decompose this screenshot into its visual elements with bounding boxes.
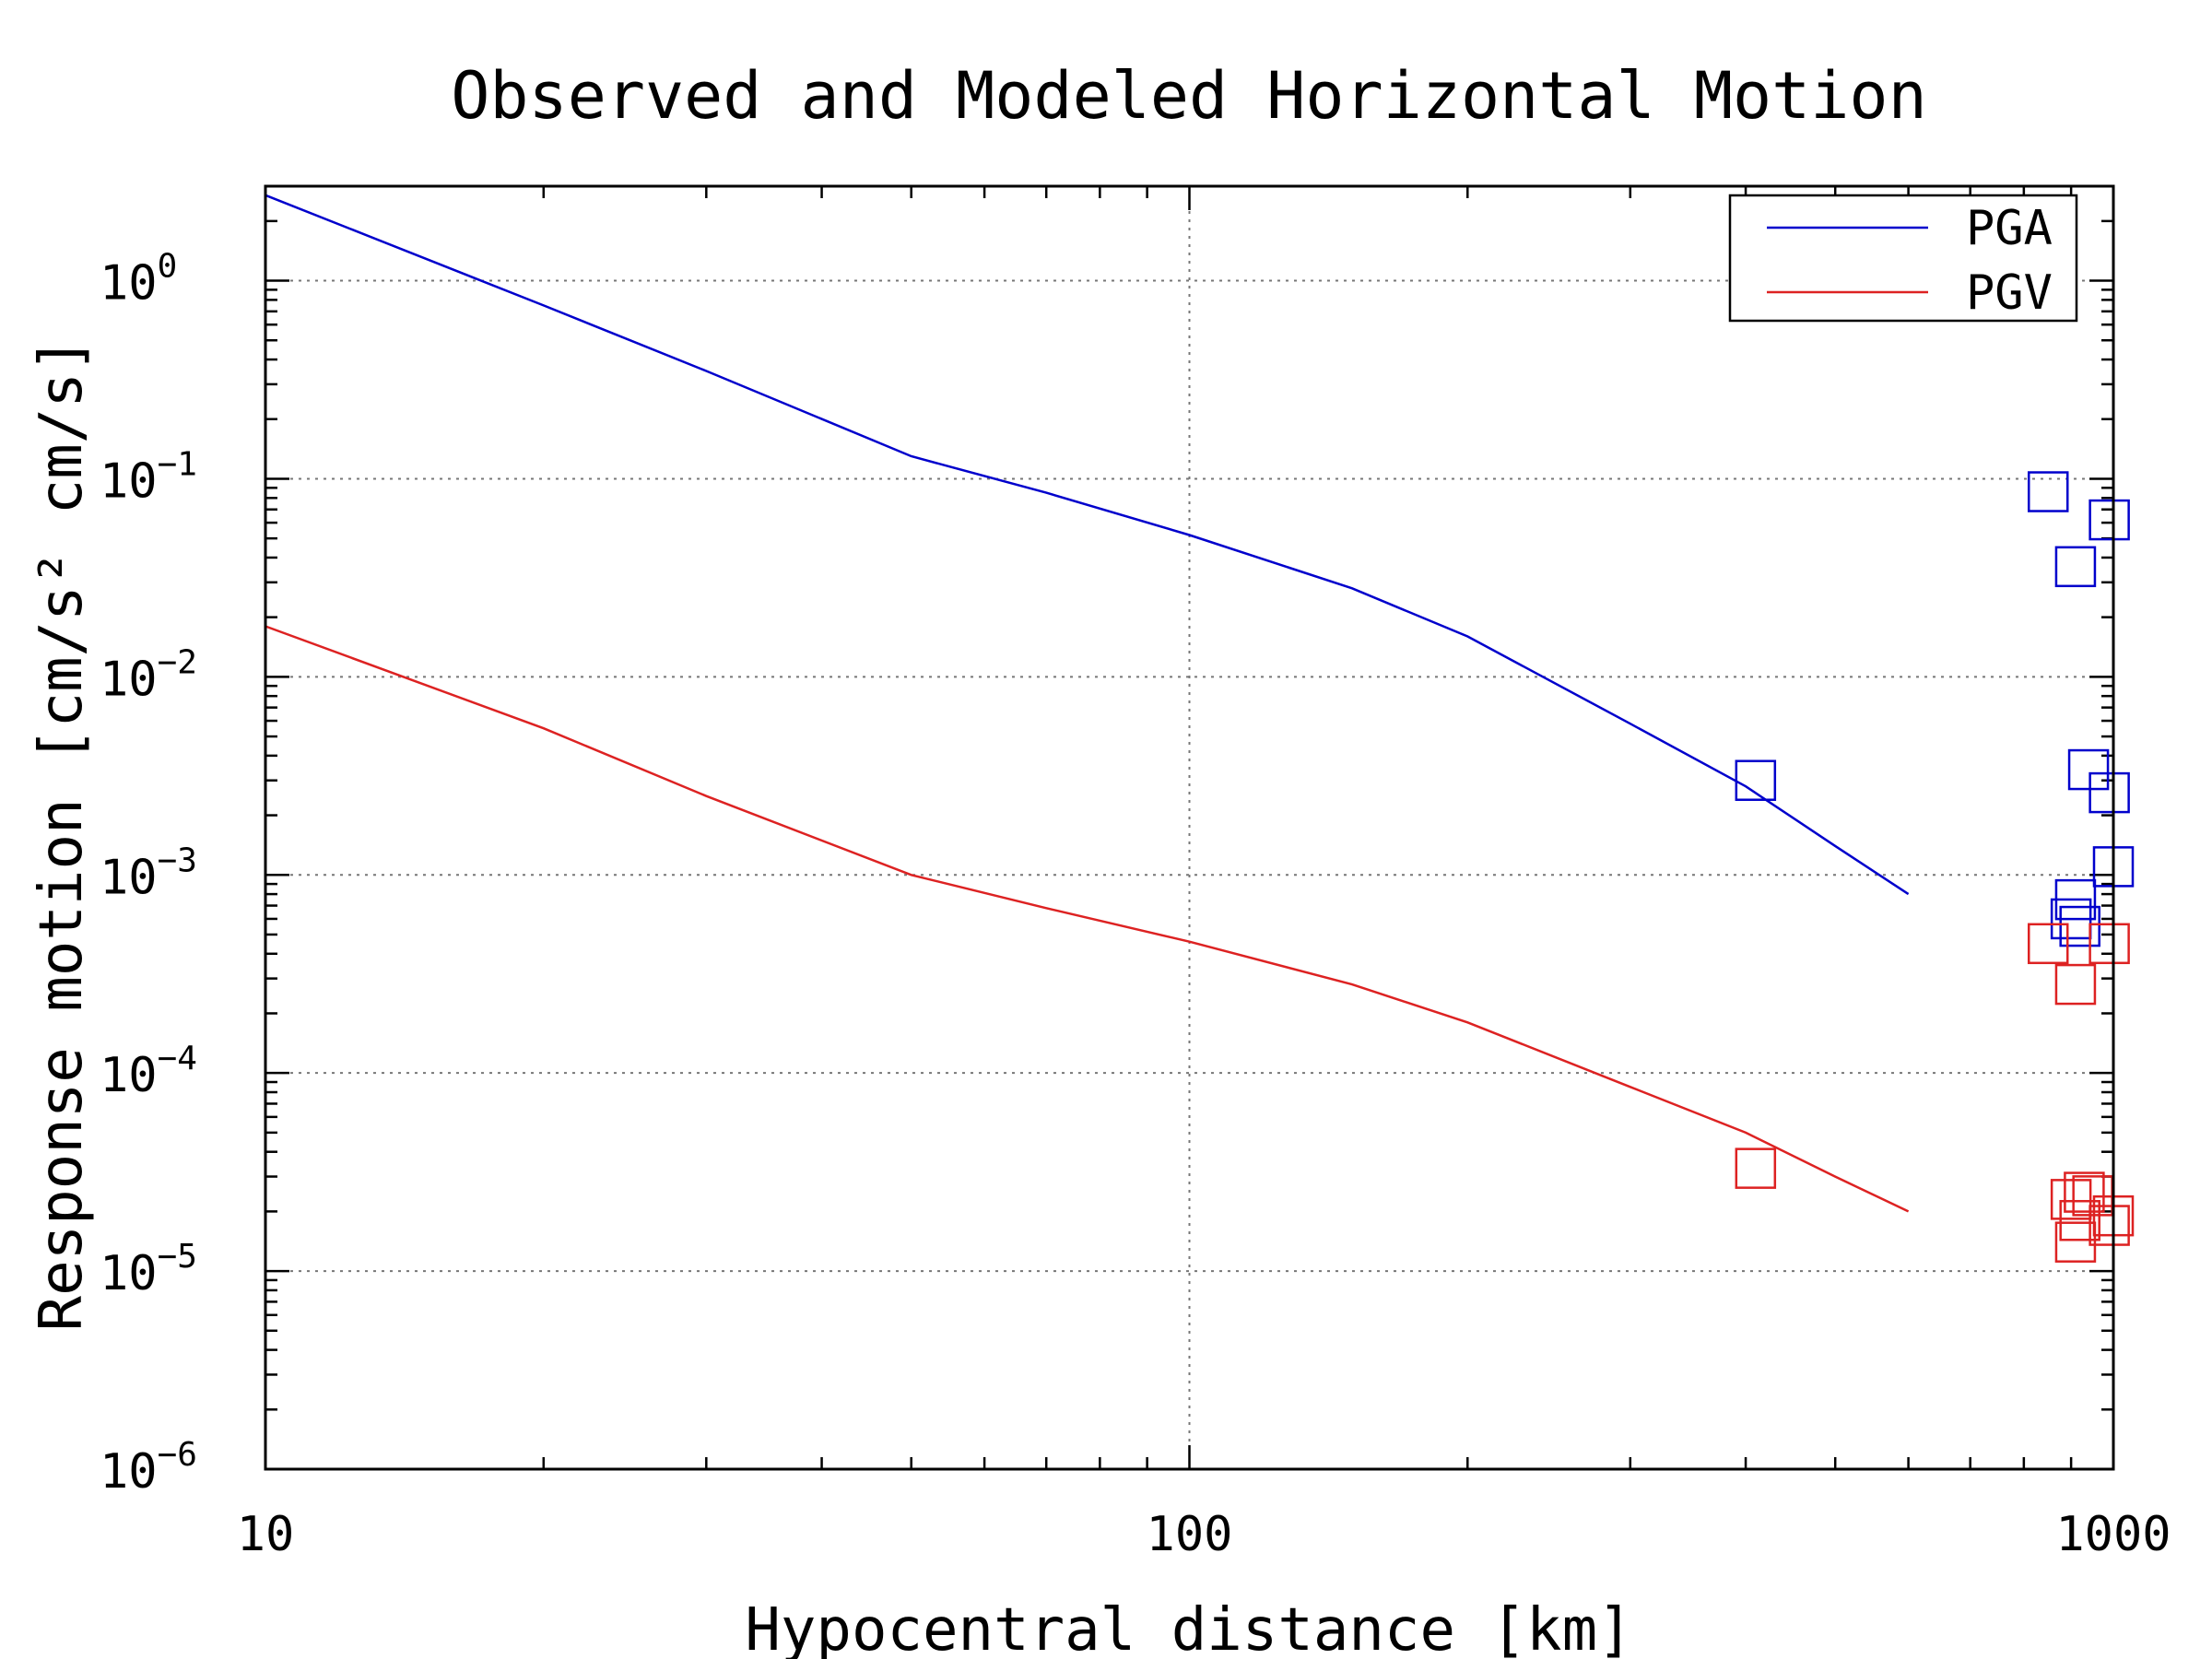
- x-tick-label: 10: [237, 1507, 295, 1562]
- observation-marker-pgv: [2064, 1171, 2105, 1213]
- legend: PGA PGV: [1728, 194, 2078, 323]
- observation-marker-pgv: [1735, 1147, 1777, 1189]
- observation-marker-pga: [1735, 759, 1777, 801]
- observation-marker-pga: [2088, 499, 2130, 541]
- x-axis-label: Hypocentral distance [km]: [745, 1596, 1632, 1659]
- chart-title: Observed and Modeled Horizontal Motion: [451, 58, 1926, 134]
- y-tick-label: 100: [100, 248, 177, 312]
- observation-marker-pga: [2054, 546, 2097, 588]
- x-tick-label: 100: [1147, 1507, 1233, 1562]
- y-tick-label: 10−2: [100, 643, 197, 707]
- x-tick-labels: 10 100 1000: [237, 1507, 2171, 1562]
- observation-marker-pgv: [2050, 1179, 2092, 1220]
- legend-label-pgv: PGV: [1966, 265, 2053, 321]
- y-tick-label: 10−6: [100, 1436, 197, 1500]
- observation-marker-pgv: [2054, 1221, 2097, 1263]
- grid-layer: [265, 186, 2114, 1470]
- series-line-pga: [265, 194, 1910, 896]
- observation-marker-pga: [2067, 748, 2110, 791]
- observation-marker-pga: [2027, 471, 2069, 512]
- series-layer: [265, 194, 1910, 1213]
- observation-marker-pgv: [2088, 923, 2130, 965]
- observation-marker-pga: [2059, 905, 2100, 947]
- observation-marker-pgv: [2059, 1199, 2100, 1241]
- observation-marker-pgv: [2088, 1205, 2130, 1246]
- y-tick-label: 10−1: [100, 445, 197, 509]
- observation-marker-pga: [2088, 771, 2130, 814]
- observation-marker-pgv: [2027, 923, 2069, 965]
- y-axis-label: Response motion [cm/s² cm/s]: [28, 337, 96, 1332]
- y-tick-label: 10−3: [100, 841, 197, 905]
- y-tick-label: 10−5: [100, 1238, 197, 1301]
- observation-marker-pgv: [2054, 963, 2097, 1006]
- series-line-pgv: [265, 625, 1910, 1213]
- observation-marker-pga: [2050, 898, 2092, 940]
- x-tick-label: 1000: [2055, 1507, 2171, 1562]
- y-tick-label: 10−4: [100, 1040, 197, 1103]
- y-tick-labels: 100 10−1 10−2 10−3 10−4 10−5 10−6: [100, 248, 197, 1500]
- plot-frame: [264, 184, 2115, 1471]
- observation-layer: [1735, 471, 2135, 1263]
- legend-label-pga: PGA: [1966, 201, 2053, 256]
- legend-box: [1728, 194, 2078, 323]
